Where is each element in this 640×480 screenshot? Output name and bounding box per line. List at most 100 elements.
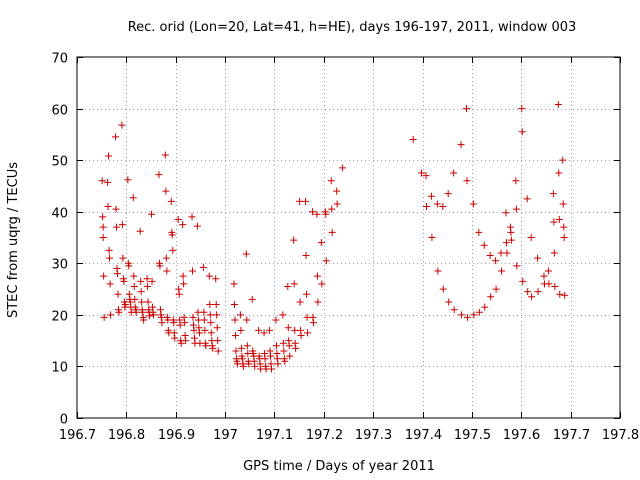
axis-ticks	[77, 57, 621, 419]
data-point	[317, 239, 325, 247]
data-point	[230, 280, 238, 288]
x-tick-label: 196.8	[108, 428, 145, 443]
data-point	[409, 136, 417, 144]
data-point	[540, 272, 548, 280]
data-point	[163, 267, 171, 275]
data-point	[463, 313, 471, 321]
data-point	[555, 215, 563, 223]
data-point	[296, 197, 304, 205]
data-point	[279, 311, 287, 319]
data-point	[550, 249, 558, 257]
data-point	[105, 246, 113, 254]
data-point	[148, 277, 156, 285]
data-point	[193, 222, 201, 230]
data-point	[524, 288, 532, 296]
data-point	[285, 342, 293, 350]
data-point	[146, 312, 154, 320]
data-point	[519, 277, 527, 285]
data-point	[308, 208, 316, 216]
data-point	[181, 319, 189, 327]
data-point	[125, 262, 133, 270]
y-tick-labels: 0 10 20 30 40 50 60 70	[51, 52, 68, 428]
data-point	[129, 194, 137, 202]
data-point	[497, 249, 505, 257]
data-point	[291, 326, 299, 334]
y-tick-label: 70	[51, 52, 68, 67]
data-point	[502, 239, 510, 247]
data-point	[303, 313, 311, 321]
data-point	[162, 254, 170, 262]
data-point	[214, 337, 222, 345]
x-tick-label: 197.8	[602, 428, 639, 443]
data-point	[267, 352, 275, 360]
data-point	[206, 311, 214, 319]
data-point	[99, 213, 107, 221]
data-point	[179, 272, 187, 280]
data-point	[190, 326, 198, 334]
data-point	[309, 319, 317, 327]
data-point	[179, 221, 187, 229]
data-point	[267, 365, 275, 373]
data-point	[303, 290, 311, 298]
data-point	[148, 210, 156, 218]
data-point	[213, 311, 221, 319]
data-point	[174, 215, 182, 223]
data-point	[137, 288, 145, 296]
data-point	[512, 205, 520, 213]
data-point	[498, 267, 506, 275]
data-point	[205, 272, 213, 280]
data-point	[143, 275, 151, 283]
data-point	[528, 293, 536, 301]
data-point	[189, 267, 197, 275]
data-point	[284, 282, 292, 290]
data-point	[230, 301, 238, 309]
data-point	[534, 254, 542, 262]
x-tick-labels: 196.7 196.8 196.9 197 197.1 197.2 197.3 197.4 19…	[59, 428, 639, 443]
data-point	[119, 254, 127, 262]
data-point	[333, 187, 341, 195]
data-point	[140, 316, 148, 324]
data-point	[333, 200, 341, 208]
data-point	[207, 329, 215, 337]
data-point	[212, 275, 220, 283]
data-point	[105, 152, 113, 160]
y-axis-label: STEC from uqrg / TECUs	[6, 162, 21, 318]
data-point	[322, 257, 330, 265]
data-point	[150, 311, 158, 319]
data-point	[492, 285, 500, 293]
data-point	[206, 301, 214, 309]
data-point	[161, 151, 169, 159]
data-point	[113, 270, 121, 278]
data-point	[297, 331, 305, 339]
x-tick-label: 197.5	[454, 428, 491, 443]
data-points	[98, 100, 569, 373]
data-point	[98, 177, 106, 185]
data-point	[272, 316, 280, 324]
data-point	[248, 295, 256, 303]
data-point	[450, 306, 458, 314]
data-point	[513, 262, 521, 270]
data-point	[243, 342, 251, 350]
data-point	[175, 290, 183, 298]
data-point	[469, 200, 477, 208]
data-point	[318, 280, 326, 288]
data-point	[286, 352, 294, 360]
y-tick-label: 20	[51, 310, 68, 325]
x-tick-label: 196.9	[158, 428, 195, 443]
data-point	[112, 133, 120, 141]
data-point	[503, 249, 511, 257]
data-point	[327, 177, 335, 185]
data-point	[280, 347, 288, 355]
data-point	[502, 209, 510, 217]
data-point	[144, 282, 152, 290]
data-point	[339, 164, 347, 172]
data-point	[470, 311, 478, 319]
data-point	[188, 213, 196, 221]
data-point	[212, 301, 220, 309]
data-point	[534, 288, 542, 296]
data-point	[475, 308, 483, 316]
y-tick-label: 10	[51, 361, 68, 376]
data-point	[231, 316, 239, 324]
y-tick-label: 40	[51, 207, 68, 222]
data-point	[194, 316, 202, 324]
